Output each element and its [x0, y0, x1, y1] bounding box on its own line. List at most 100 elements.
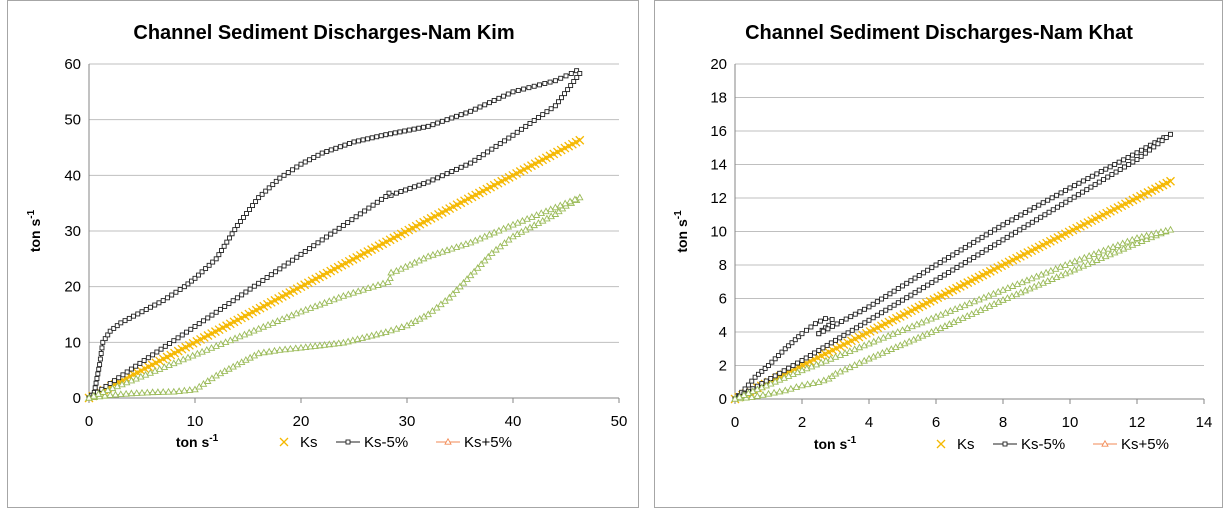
- data-point: [443, 246, 451, 254]
- series-ks-5-: [86, 68, 583, 401]
- data-point: [260, 277, 266, 283]
- data-point: [771, 377, 779, 385]
- data-point: [120, 372, 126, 378]
- data-point: [470, 267, 478, 275]
- data-point: [118, 320, 124, 326]
- data-point: [209, 312, 215, 318]
- data-point: [263, 188, 269, 194]
- data-point: [762, 365, 768, 371]
- data-point: [154, 349, 160, 355]
- data-point: [958, 247, 964, 253]
- data-point: [566, 197, 574, 205]
- data-point: [122, 378, 131, 386]
- data-point: [979, 234, 985, 240]
- data-point: [173, 289, 179, 295]
- data-point: [264, 275, 270, 280]
- data-point: [167, 341, 173, 346]
- data-point: [268, 272, 274, 278]
- data-point: [574, 75, 580, 80]
- y-tick-label: 6: [719, 291, 727, 308]
- data-point: [1126, 162, 1132, 167]
- data-point: [841, 365, 849, 373]
- data-point: [861, 306, 867, 312]
- data-point: [1075, 255, 1084, 263]
- data-point: [542, 207, 550, 215]
- data-point: [437, 300, 445, 308]
- data-point: [291, 344, 300, 352]
- legend-item: Ks-5%: [993, 436, 1065, 453]
- data-point: [471, 236, 480, 244]
- data-point: [812, 360, 821, 368]
- data-point: [519, 126, 524, 132]
- data-point: [285, 170, 291, 176]
- data-point: [833, 337, 838, 343]
- data-point: [548, 106, 554, 112]
- data-point: [226, 301, 232, 307]
- data-point: [270, 182, 276, 188]
- data-point: [803, 355, 809, 361]
- data-point: [285, 260, 291, 266]
- data-point: [287, 311, 296, 319]
- data-point: [449, 115, 455, 121]
- data-point: [1130, 159, 1136, 165]
- data-point: [185, 281, 191, 287]
- data-point: [104, 386, 112, 393]
- data-point: [792, 337, 798, 343]
- data-point: [575, 135, 585, 145]
- data-point: [510, 89, 516, 95]
- data-point: [357, 211, 363, 217]
- data-point: [382, 328, 390, 335]
- data-point: [798, 381, 806, 389]
- data-point: [1159, 138, 1165, 144]
- data-point: [401, 262, 410, 270]
- data-point: [452, 286, 461, 294]
- data-point: [456, 282, 464, 290]
- data-point: [340, 222, 346, 228]
- data-point: [759, 368, 765, 374]
- data-point: [251, 283, 257, 289]
- data-point: [307, 246, 312, 252]
- data-point: [393, 190, 399, 196]
- data-point: [235, 332, 244, 340]
- data-point: [749, 387, 757, 395]
- data-point: [839, 319, 845, 324]
- data-point: [206, 262, 212, 268]
- data-point: [1013, 214, 1019, 220]
- legend-item: Ks: [279, 434, 318, 451]
- data-point: [954, 249, 960, 255]
- data-point: [796, 334, 802, 340]
- data-point: [276, 346, 284, 353]
- data-point: [311, 342, 319, 349]
- data-point: [1013, 280, 1022, 288]
- data-point: [387, 326, 395, 334]
- data-point: [1058, 190, 1064, 196]
- data-point: [970, 297, 979, 305]
- data-point: [874, 299, 880, 305]
- data-point: [908, 292, 914, 298]
- data-point: [174, 357, 183, 365]
- data-point: [221, 243, 227, 249]
- data-point: [297, 307, 305, 315]
- data-point: [552, 103, 558, 109]
- data-point: [170, 359, 178, 367]
- data-point: [829, 316, 835, 322]
- data-point: [946, 307, 955, 314]
- data-point: [912, 275, 918, 281]
- series-ks-5-: [732, 131, 1173, 402]
- data-point: [1092, 182, 1098, 188]
- data-point: [1139, 147, 1144, 153]
- x-tick-label: 20: [293, 413, 310, 430]
- data-point: [193, 349, 202, 357]
- data-point: [509, 220, 517, 228]
- data-point: [523, 123, 529, 129]
- data-point: [836, 351, 845, 358]
- y-axis-label: ton s-1: [26, 209, 43, 252]
- data-point: [958, 262, 964, 268]
- data-point: [1061, 261, 1069, 268]
- data-point: [319, 237, 325, 243]
- legend-marker: [345, 439, 351, 445]
- data-point: [1027, 274, 1036, 282]
- data-point: [920, 270, 926, 276]
- data-point: [94, 376, 100, 381]
- data-point: [1037, 270, 1046, 278]
